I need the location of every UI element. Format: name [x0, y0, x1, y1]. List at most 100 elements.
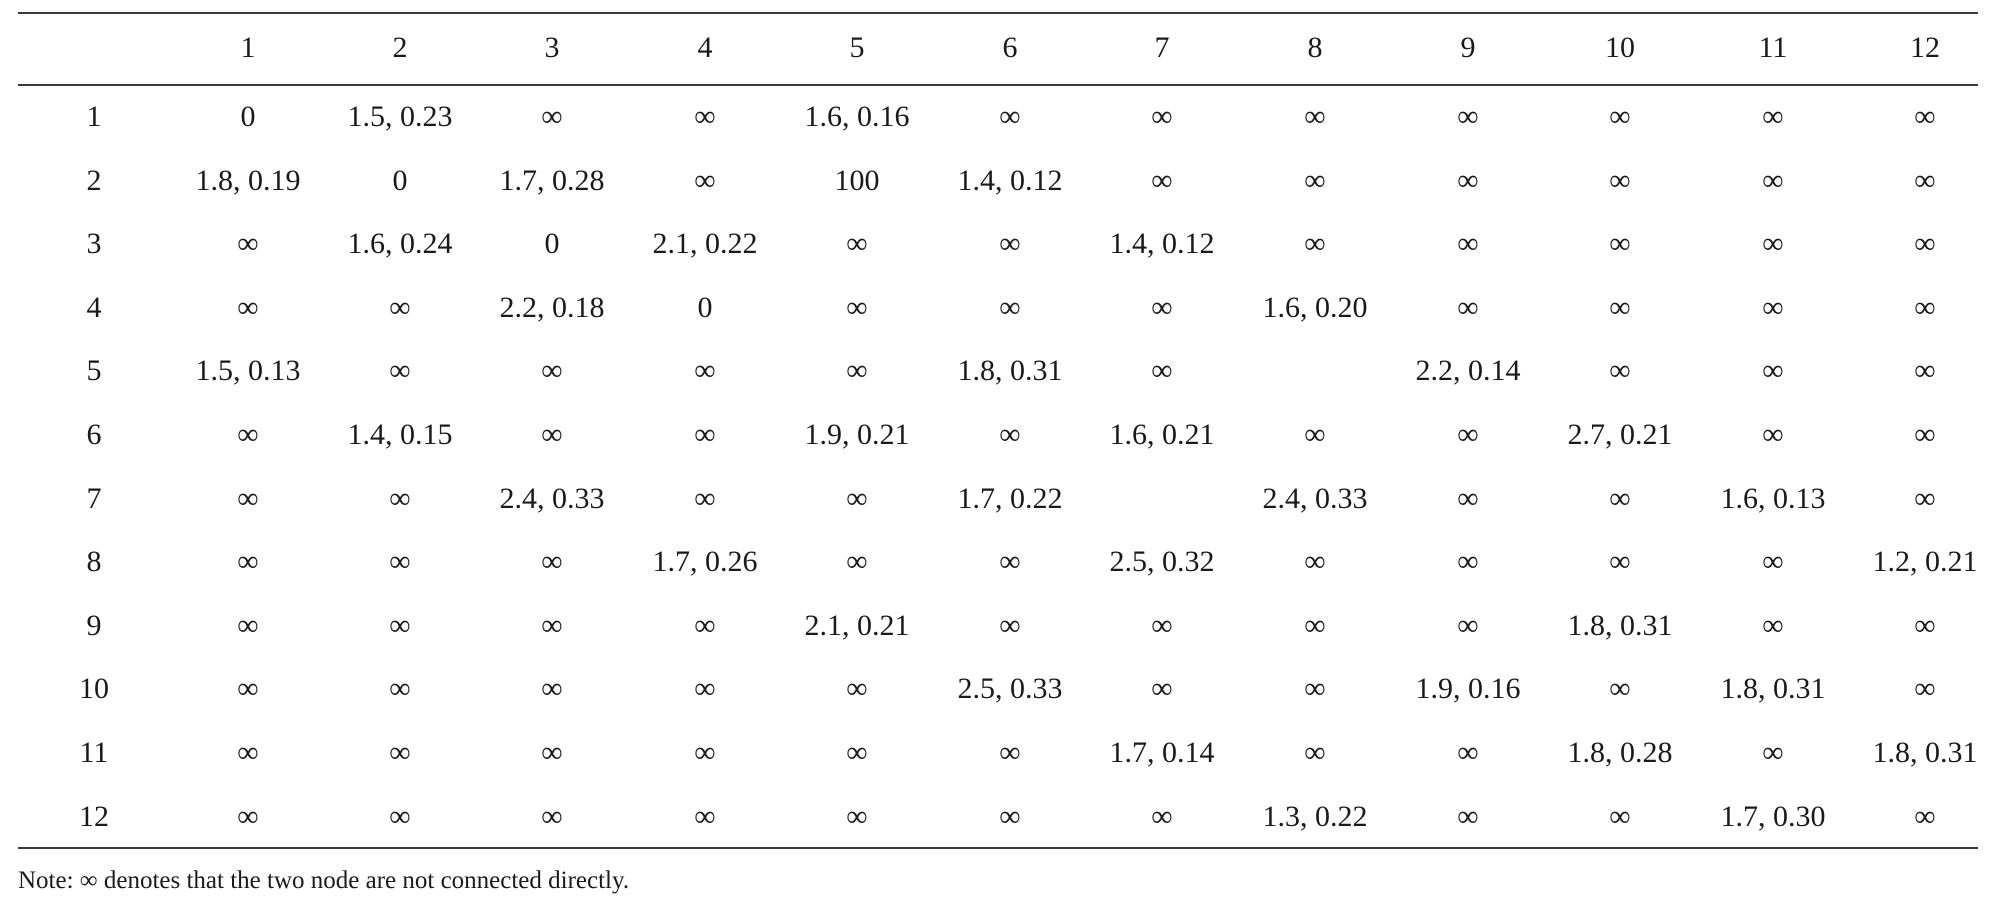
table-cell: ∞: [1609, 354, 1631, 388]
table-cell: ∞: [1151, 100, 1173, 133]
table-cell: ∞: [846, 799, 868, 833]
table-cell: ∞: [1457, 290, 1479, 324]
table-cell: ∞: [1304, 227, 1326, 261]
column-header: 11: [1758, 31, 1788, 64]
table-cell: ∞: [846, 354, 868, 388]
table-cell: ∞: [694, 608, 716, 642]
table-cell: ∞: [999, 290, 1021, 324]
table-cell: ∞: [1151, 672, 1173, 706]
table-cell: 1.4, 0.12: [1109, 227, 1215, 261]
table-cell: 1.6, 0.20: [1262, 290, 1368, 324]
table-cell: ∞: [1914, 799, 1936, 833]
table-cell: ∞: [1609, 100, 1631, 133]
table-cell: 1.5, 0.23: [347, 100, 453, 133]
table-cell: ∞: [1609, 227, 1631, 261]
table-cell: ∞: [1762, 545, 1784, 579]
row-header: 4: [86, 290, 102, 324]
table-cell: ∞: [1914, 100, 1936, 133]
column-header: 1: [240, 31, 256, 64]
table-cell: 1.6, 0.24: [347, 227, 453, 261]
table-cell: 1.7, 0.30: [1720, 799, 1826, 833]
table-cell: ∞: [541, 672, 563, 706]
table-cell: 2.1, 0.21: [804, 608, 910, 642]
table-cell: ∞: [999, 227, 1021, 261]
table-cell: ∞: [694, 799, 716, 833]
table-cell: 2.4, 0.33: [499, 481, 605, 515]
table-cell: ∞: [1762, 608, 1784, 642]
table-cell: ∞: [1609, 163, 1631, 197]
table-cell: ∞: [1762, 227, 1784, 261]
table-cell: 1.7, 0.26: [652, 545, 758, 579]
table-cell: ∞: [237, 799, 259, 833]
table-cell: 1.3, 0.22: [1262, 799, 1368, 833]
table-cell: 1.5, 0.13: [195, 354, 301, 388]
table-cell: ∞: [541, 100, 563, 133]
row-header: 3: [86, 227, 102, 261]
table-cell: ∞: [237, 481, 259, 515]
table-cell: ∞: [999, 100, 1021, 133]
bottom-rule: [18, 847, 1978, 849]
table-cell: 1.9, 0.21: [804, 418, 910, 451]
column-header: 3: [544, 31, 560, 64]
table-cell: ∞: [999, 608, 1021, 642]
row-header: 5: [86, 354, 102, 388]
table-cell: ∞: [1914, 163, 1936, 197]
table-cell: 2.4, 0.33: [1262, 481, 1368, 515]
table-cell: ∞: [389, 290, 411, 324]
table-cell: ∞: [1609, 290, 1631, 324]
table-cell: 2.7, 0.21: [1567, 418, 1673, 451]
table-cell: ∞: [1304, 672, 1326, 706]
table-cell: ∞: [1457, 799, 1479, 833]
table-cell: ∞: [1914, 354, 1936, 388]
table-cell: ∞: [694, 481, 716, 515]
column-header: 8: [1307, 31, 1323, 64]
row-header: 1: [86, 100, 102, 133]
row-header: 8: [86, 545, 102, 579]
table-cell: ∞: [694, 418, 716, 451]
table-cell: ∞: [389, 736, 411, 769]
column-header: 4: [697, 31, 713, 64]
table-cell: ∞: [846, 545, 868, 579]
table-cell: ∞: [1914, 608, 1936, 642]
table-cell: 1.8, 0.31: [1872, 736, 1978, 769]
table-cell: 1.2, 0.21: [1872, 545, 1978, 579]
table-cell: ∞: [1609, 481, 1631, 515]
table-cell: ∞: [999, 736, 1021, 769]
table-cell: ∞: [237, 736, 259, 769]
table-cell: ∞: [694, 672, 716, 706]
table-cell: ∞: [237, 608, 259, 642]
table-cell: ∞: [846, 672, 868, 706]
table-cell: ∞: [1609, 799, 1631, 833]
table-cell: ∞: [1914, 290, 1936, 324]
table-cell: 1.7, 0.28: [499, 163, 605, 197]
row-header: 2: [86, 163, 102, 197]
table-cell: ∞: [694, 163, 716, 197]
table-cell: ∞: [389, 481, 411, 515]
table-cell: ∞: [1457, 100, 1479, 133]
table-cell: ∞: [999, 418, 1021, 451]
table-cell: ∞: [541, 736, 563, 769]
table-cell: ∞: [1304, 608, 1326, 642]
row-header: 12: [79, 799, 109, 833]
table-cell: 1.7, 0.14: [1109, 736, 1215, 769]
table-cell: ∞: [237, 545, 259, 579]
table-cell: ∞: [1151, 799, 1173, 833]
table-cell: ∞: [1762, 290, 1784, 324]
table-cell: ∞: [1914, 481, 1936, 515]
table-cell: ∞: [694, 736, 716, 769]
table-cell: ∞: [1457, 418, 1479, 451]
table-cell: ∞: [694, 354, 716, 388]
table-cell: ∞: [237, 418, 259, 451]
table-cell: ∞: [694, 100, 716, 133]
table-cell: 1.6, 0.16: [804, 100, 910, 133]
table-cell: ∞: [389, 799, 411, 833]
table-cell: 0: [544, 227, 560, 261]
table-cell: ∞: [999, 545, 1021, 579]
table-cell: 1.7, 0.22: [957, 481, 1063, 515]
table-cell: 1.6, 0.21: [1109, 418, 1215, 451]
table-cell: ∞: [1609, 672, 1631, 706]
table-cell: ∞: [541, 354, 563, 388]
table-cell: ∞: [1151, 290, 1173, 324]
table-cell: ∞: [1457, 545, 1479, 579]
row-header: 6: [86, 418, 102, 451]
